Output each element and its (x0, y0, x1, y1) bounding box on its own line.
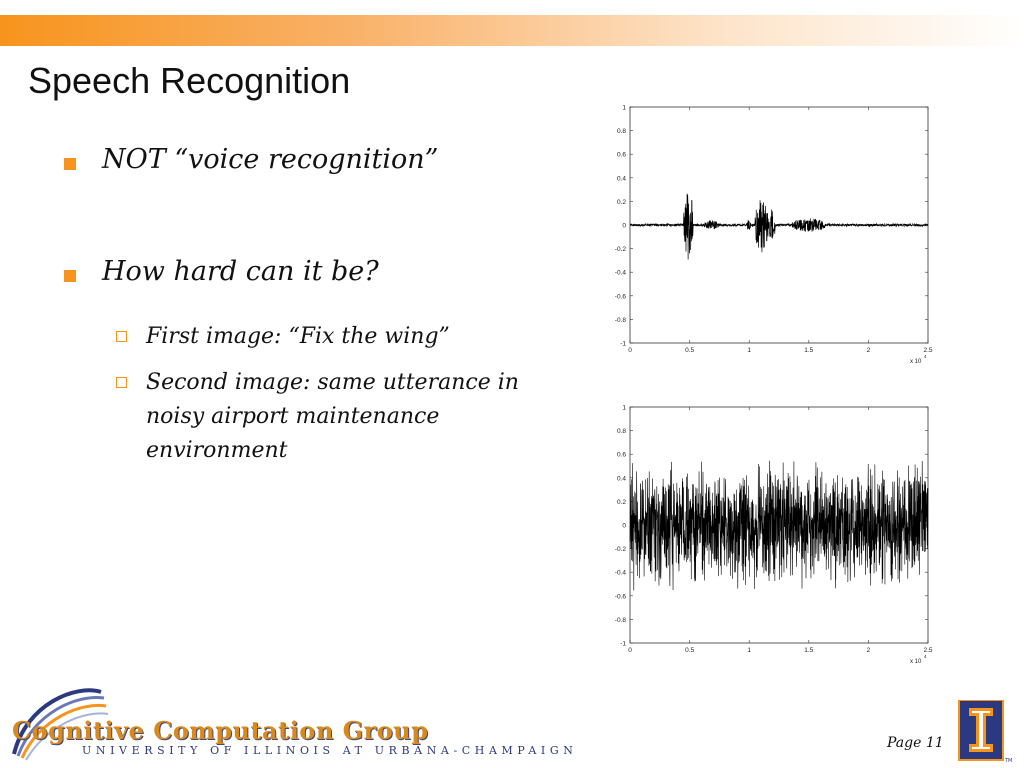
y-tick-label: 0.4 (617, 475, 626, 482)
header-gradient-band (0, 15, 1024, 46)
x-tick-label: 1 (747, 347, 751, 354)
square-bullet-icon (64, 270, 76, 282)
slide-title: Speech Recognition (28, 60, 351, 101)
x-axis-multiplier-exponent: 4 (924, 354, 927, 359)
y-tick-label: 0.2 (617, 499, 626, 506)
x-tick-label: 2.5 (923, 347, 932, 354)
y-tick-label: -0.8 (615, 317, 627, 324)
university-block-i-logo: TM (958, 700, 1012, 764)
square-bullet-icon (64, 158, 76, 170)
x-tick-label: 1.5 (804, 647, 813, 654)
y-tick-label: 0.4 (617, 175, 626, 182)
y-tick-label: 1 (622, 105, 626, 112)
x-tick-label: 1 (747, 647, 751, 654)
y-tick-label: -0.2 (615, 246, 627, 253)
y-tick-label: -0.4 (615, 270, 627, 277)
x-axis-multiplier: x 10 (910, 659, 922, 665)
noisy-waveform-chart: 10.80.60.40.20-0.2-0.4-0.6-0.8-10 0.5 1 1.5… (615, 405, 933, 666)
bullet-text: NOT “voice recognition” (102, 144, 439, 175)
group-logo-text: Cognitive Computation Group (12, 716, 429, 745)
x-tick-label: 0.5 (685, 347, 694, 354)
y-tick-label: -1 (620, 641, 626, 648)
sub-bullet-text: Second image: same utterance in noisy ai… (146, 370, 519, 463)
y-tick-label: -0.2 (615, 546, 627, 553)
y-tick-label: 1 (622, 405, 626, 412)
y-tick-label: 0.6 (617, 452, 626, 459)
x-tick-label: 2 (867, 647, 871, 654)
bullet-text: How hard can it be? (102, 256, 379, 287)
x-tick-label: 2.5 (923, 647, 932, 654)
y-tick-label: 0 (622, 523, 626, 530)
clean-waveform-chart: 10.80.60.40.20-0.2-0.4-0.6-0.8-10 0.5 1 1.5… (615, 105, 933, 366)
y-tick-label: 0.8 (617, 428, 626, 435)
y-tick-label: 0.6 (617, 152, 626, 159)
x-tick-label: 2 (867, 347, 871, 354)
x-axis-multiplier: x 10 (910, 359, 922, 365)
x-tick-label: 0 (628, 647, 632, 654)
sub-bullet-text: First image: “Fix the wing” (146, 324, 450, 349)
trademark-mark: TM (1004, 758, 1012, 764)
y-tick-label: -1 (620, 341, 626, 348)
y-tick-label: 0.2 (617, 199, 626, 206)
waveform-series (629, 193, 929, 260)
hollow-square-bullet-icon (116, 331, 127, 342)
x-tick-label: 1.5 (804, 347, 813, 354)
hollow-square-bullet-icon (116, 377, 127, 388)
cognitive-computation-group-swoosh-logo (12, 688, 109, 761)
x-tick-label: 0.5 (685, 647, 694, 654)
page-number: Page 11 (887, 735, 944, 751)
university-subtitle: UNIVERSITY OF ILLINOIS AT URBANA-CHAMPAI… (82, 744, 578, 757)
x-axis-multiplier-exponent: 4 (924, 654, 927, 659)
y-tick-label: -0.6 (615, 293, 627, 300)
y-tick-label: 0.8 (617, 128, 626, 135)
y-tick-label: -0.4 (615, 570, 627, 577)
y-tick-label: 0 (622, 223, 626, 230)
x-tick-label: 0 (628, 347, 632, 354)
y-tick-label: -0.6 (615, 593, 627, 600)
waveform-series (629, 460, 929, 591)
y-tick-label: -0.8 (615, 617, 627, 624)
